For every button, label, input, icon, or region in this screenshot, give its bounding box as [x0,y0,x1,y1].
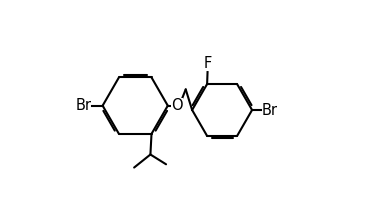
Text: Br: Br [75,98,92,113]
Text: Br: Br [262,103,278,117]
Text: F: F [203,56,212,71]
Text: O: O [171,98,183,113]
